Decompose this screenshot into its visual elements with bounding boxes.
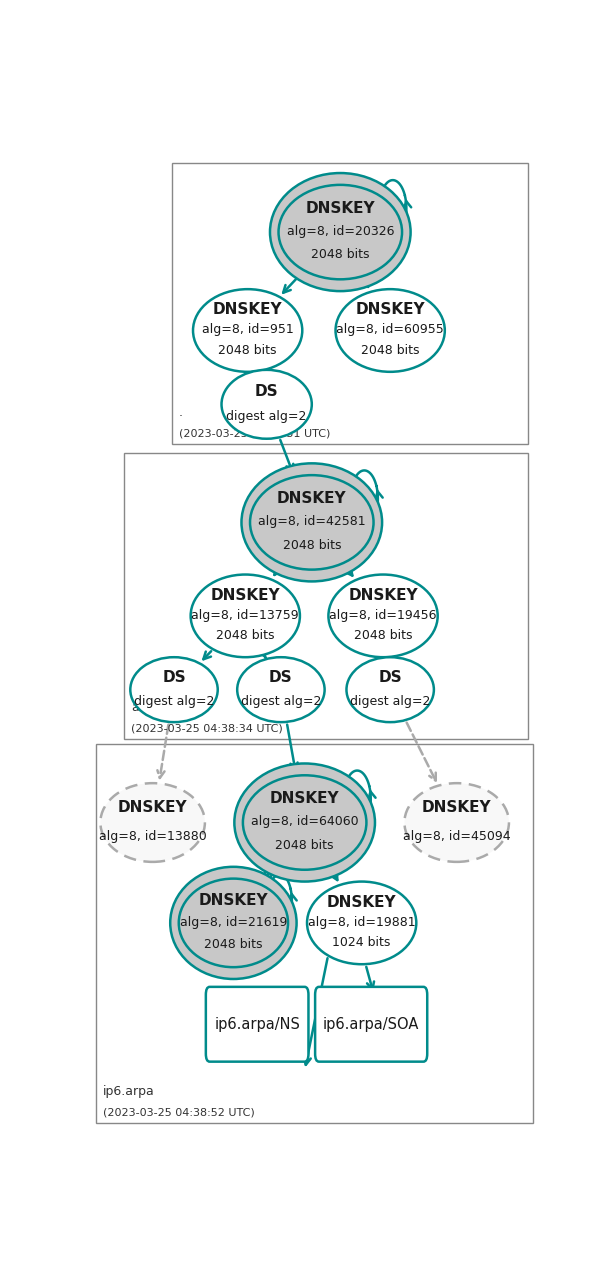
Text: DNSKEY: DNSKEY (348, 588, 418, 603)
Ellipse shape (346, 657, 434, 722)
Text: DNSKEY: DNSKEY (327, 895, 397, 910)
Text: DNSKEY: DNSKEY (356, 303, 425, 317)
Text: alg=8, id=13880: alg=8, id=13880 (99, 829, 207, 842)
Ellipse shape (278, 185, 402, 280)
Text: DNSKEY: DNSKEY (305, 201, 375, 216)
Text: alg=8, id=19456: alg=8, id=19456 (329, 608, 437, 621)
Ellipse shape (191, 575, 300, 657)
Text: DNSKEY: DNSKEY (199, 893, 268, 909)
Ellipse shape (250, 475, 373, 570)
Text: (2023-03-25 04:38:52 UTC): (2023-03-25 04:38:52 UTC) (103, 1108, 254, 1118)
Text: alg=8, id=20326: alg=8, id=20326 (286, 225, 394, 238)
Text: alg=8, id=21619: alg=8, id=21619 (180, 915, 287, 929)
Text: (2023-03-25 00:55:51 UTC): (2023-03-25 00:55:51 UTC) (179, 428, 330, 438)
Text: ip6.arpa/SOA: ip6.arpa/SOA (323, 1017, 419, 1031)
Text: DNSKEY: DNSKEY (213, 303, 283, 317)
Text: alg=8, id=13759: alg=8, id=13759 (191, 608, 299, 621)
Ellipse shape (270, 173, 411, 291)
Ellipse shape (242, 464, 382, 581)
Text: alg=8, id=42581: alg=8, id=42581 (258, 515, 365, 528)
Text: DS: DS (162, 670, 186, 685)
Text: digest alg=2: digest alg=2 (226, 410, 307, 423)
Text: DS: DS (255, 383, 278, 399)
Text: ip6.arpa: ip6.arpa (103, 1085, 154, 1098)
Ellipse shape (193, 289, 302, 372)
Text: .: . (179, 406, 183, 419)
FancyBboxPatch shape (206, 987, 308, 1062)
Text: alg=8, id=951: alg=8, id=951 (202, 323, 294, 336)
Text: 2048 bits: 2048 bits (354, 629, 413, 643)
Ellipse shape (131, 657, 218, 722)
Text: 2048 bits: 2048 bits (218, 344, 277, 357)
Ellipse shape (221, 369, 312, 438)
Text: ip6.arpa/NS: ip6.arpa/NS (214, 1017, 300, 1031)
Text: DNSKEY: DNSKEY (118, 800, 188, 815)
Text: digest alg=2: digest alg=2 (350, 694, 430, 708)
Text: 2048 bits: 2048 bits (361, 344, 419, 357)
Ellipse shape (335, 289, 445, 372)
Text: 2048 bits: 2048 bits (275, 838, 334, 851)
Text: 2048 bits: 2048 bits (216, 629, 275, 643)
Text: 2048 bits: 2048 bits (283, 538, 341, 552)
FancyBboxPatch shape (315, 987, 427, 1062)
Text: digest alg=2: digest alg=2 (134, 694, 214, 708)
Ellipse shape (307, 882, 416, 964)
Text: alg=8, id=19881: alg=8, id=19881 (308, 915, 416, 929)
Ellipse shape (243, 776, 367, 870)
Text: DNSKEY: DNSKEY (270, 791, 340, 806)
Text: 2048 bits: 2048 bits (204, 938, 262, 951)
Ellipse shape (234, 763, 375, 882)
Ellipse shape (101, 783, 205, 861)
Text: 2048 bits: 2048 bits (311, 248, 370, 261)
Ellipse shape (237, 657, 325, 722)
Ellipse shape (405, 783, 509, 861)
Text: 1024 bits: 1024 bits (332, 937, 391, 950)
Text: digest alg=2: digest alg=2 (241, 694, 321, 708)
Text: DNSKEY: DNSKEY (210, 588, 280, 603)
Ellipse shape (329, 575, 438, 657)
Ellipse shape (179, 878, 288, 967)
Text: alg=8, id=45094: alg=8, id=45094 (403, 829, 511, 842)
Text: DS: DS (269, 670, 293, 685)
Text: DNSKEY: DNSKEY (422, 800, 492, 815)
Text: alg=8, id=60955: alg=8, id=60955 (337, 323, 444, 336)
Text: DNSKEY: DNSKEY (277, 491, 346, 506)
Text: arpa: arpa (131, 702, 160, 714)
Ellipse shape (170, 866, 297, 979)
Text: DS: DS (378, 670, 402, 685)
Text: alg=8, id=64060: alg=8, id=64060 (251, 815, 359, 828)
Text: (2023-03-25 04:38:34 UTC): (2023-03-25 04:38:34 UTC) (131, 723, 283, 734)
